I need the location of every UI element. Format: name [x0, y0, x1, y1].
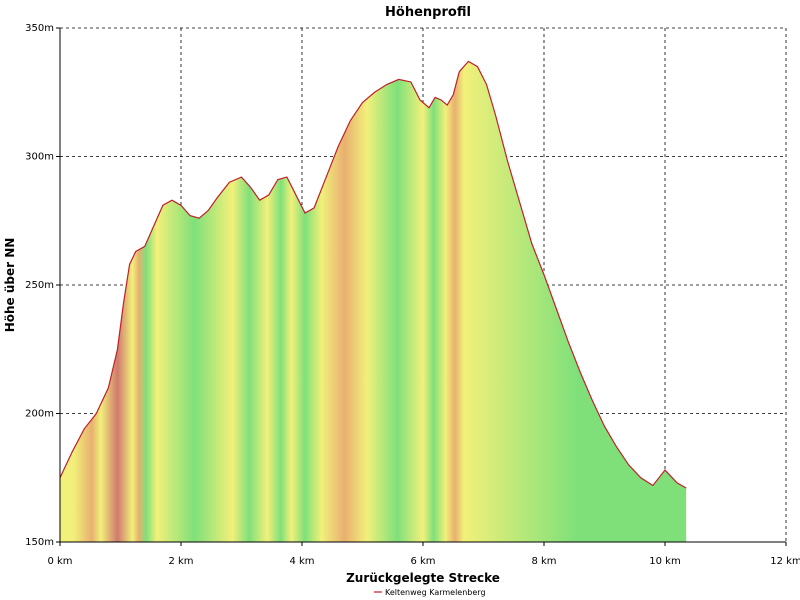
y-axis-ticks: 150m 200m 250m 300m 350m [25, 23, 60, 548]
x-axis-title: Zurückgelegte Strecke [346, 571, 500, 585]
y-tick-label: 350m [25, 23, 54, 34]
elevation-gradient-fill [60, 61, 687, 542]
x-tick-label: 4 km [289, 556, 314, 567]
x-axis-ticks: 0 km 2 km 4 km 6 km 8 km 10 km 12 km [47, 542, 800, 567]
x-tick-label: 10 km [649, 556, 680, 567]
elevation-profile-line [59, 60, 687, 489]
x-tick-label: 6 km [410, 556, 435, 567]
y-axis-title: Höhe über NN [3, 238, 17, 333]
y-tick-label: 150m [25, 537, 54, 548]
y-tick-label: 250m [25, 280, 54, 291]
legend-label-keltenweg-karmelenberg: Keltenweg Karmelenberg [385, 588, 486, 597]
y-tick-label: 300m [25, 152, 54, 163]
x-tick-label: 8 km [531, 556, 556, 567]
chart-title: Höhenprofil [385, 5, 471, 20]
legend: Keltenweg Karmelenberg [374, 588, 486, 597]
elevation-area [60, 61, 687, 542]
y-tick-label: 200m [25, 409, 54, 420]
x-tick-label: 12 km [770, 556, 800, 567]
x-tick-label: 0 km [47, 556, 72, 567]
x-tick-label: 2 km [168, 556, 193, 567]
